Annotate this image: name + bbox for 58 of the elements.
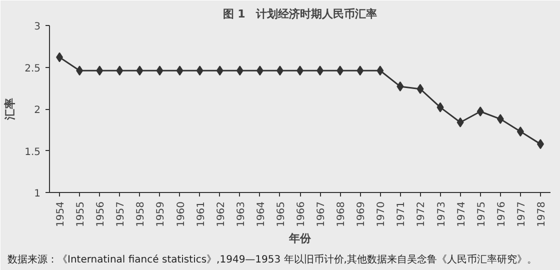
point <box>176 66 184 76</box>
y-tick-label: 2 <box>34 105 41 116</box>
point <box>256 66 264 76</box>
point <box>476 106 484 117</box>
point <box>496 114 504 124</box>
x-tick-label: 1971 <box>396 201 408 227</box>
x-tick-label: 1961 <box>196 201 207 227</box>
y-tick-label: 2.5 <box>24 63 41 74</box>
x-tick-label: 1973 <box>436 201 448 227</box>
point <box>76 66 84 76</box>
x-tick-label: 1970 <box>376 201 388 227</box>
point <box>156 66 164 76</box>
x-tick-label: 1954 <box>56 201 67 227</box>
y-axis-title: 汇率 <box>4 98 17 121</box>
x-tick-label: 1962 <box>216 201 227 227</box>
point <box>536 139 544 150</box>
point <box>216 66 224 76</box>
point <box>276 66 284 76</box>
point <box>136 66 144 76</box>
x-tick-label: 1972 <box>416 201 428 227</box>
x-tick-label: 1959 <box>156 201 167 227</box>
point <box>336 66 344 76</box>
point <box>416 84 424 94</box>
source-note: 数据来源：《Internatinal fiancé statistics》,1949—1953 年以旧币计价,其他数据来自吴念鲁《人民币汇率研究》。 <box>8 254 537 266</box>
point <box>236 66 244 76</box>
x-tick-label: 1966 <box>296 201 307 227</box>
x-tick-label: 1955 <box>76 201 87 227</box>
x-tick-label: 1960 <box>176 201 187 227</box>
x-tick-label: 1964 <box>256 201 267 227</box>
y-tick-label: 1 <box>34 188 41 200</box>
point <box>116 66 124 76</box>
x-tick-label: 1969 <box>356 201 368 227</box>
x-tick-label: 1967 <box>316 201 328 227</box>
point <box>316 66 324 76</box>
y-tick-label: 1.5 <box>24 146 41 158</box>
chart-title: 图 1 计划经济时期人民币汇率 <box>222 8 378 20</box>
x-tick-label: 1956 <box>96 201 107 227</box>
point <box>356 66 364 76</box>
x-tick-label: 1978 <box>536 201 548 227</box>
point <box>56 52 64 62</box>
point <box>456 117 464 128</box>
x-tick-label: 1958 <box>136 201 147 227</box>
point <box>376 66 384 76</box>
point <box>96 66 104 76</box>
x-tick-label: 1977 <box>516 201 528 227</box>
x-tick-label: 1976 <box>496 201 508 227</box>
x-tick-label: 1965 <box>276 201 287 227</box>
point <box>516 126 524 137</box>
x-tick-label: 1974 <box>456 201 468 227</box>
x-tick-label: 1968 <box>336 201 348 227</box>
point <box>396 81 404 92</box>
x-tick-label: 1957 <box>116 201 127 227</box>
x-tick-label: 1975 <box>476 201 488 227</box>
x-axis-title: 年份 <box>288 232 312 245</box>
x-tick-label: 1963 <box>236 201 247 227</box>
y-tick-label: 3 <box>34 22 41 32</box>
point <box>436 102 444 112</box>
point <box>196 66 204 76</box>
